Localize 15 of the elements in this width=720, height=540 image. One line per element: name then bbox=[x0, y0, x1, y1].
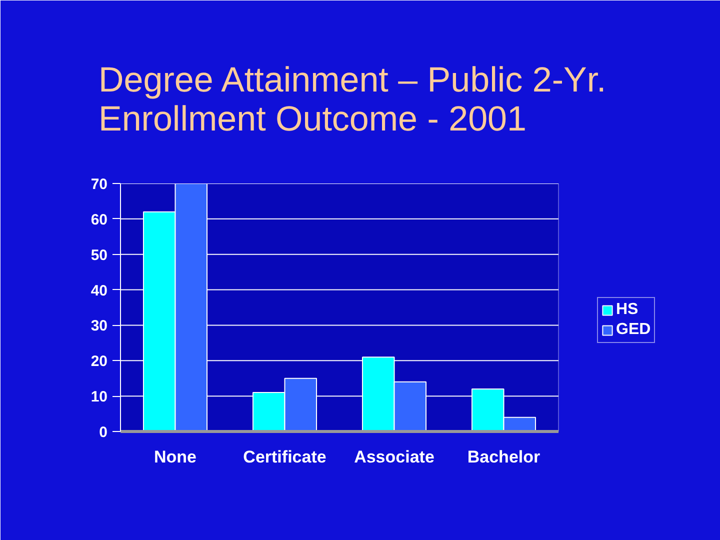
x-tick-label: Associate bbox=[354, 448, 434, 466]
y-tick-label: 40 bbox=[90, 282, 108, 300]
legend-label: HS bbox=[616, 301, 638, 319]
y-tick-label: 20 bbox=[90, 353, 108, 370]
legend-label: GED bbox=[616, 321, 651, 339]
y-tick-label: 30 bbox=[90, 318, 108, 335]
x-tick-label: None bbox=[154, 448, 196, 466]
y-tick-label: 50 bbox=[90, 246, 108, 264]
y-tick-label: 70 bbox=[90, 176, 108, 193]
x-tick-label: Certificate bbox=[243, 448, 326, 466]
y-tick-label: 0 bbox=[99, 424, 108, 441]
chart-title: Degree Attainment – Public 2-Yr. Enrollment Outcome - 2001 bbox=[98, 60, 606, 138]
y-tick-label: 60 bbox=[90, 211, 108, 228]
y-tick-label: 10 bbox=[90, 388, 108, 406]
x-tick-label: Bachelor bbox=[467, 448, 541, 466]
